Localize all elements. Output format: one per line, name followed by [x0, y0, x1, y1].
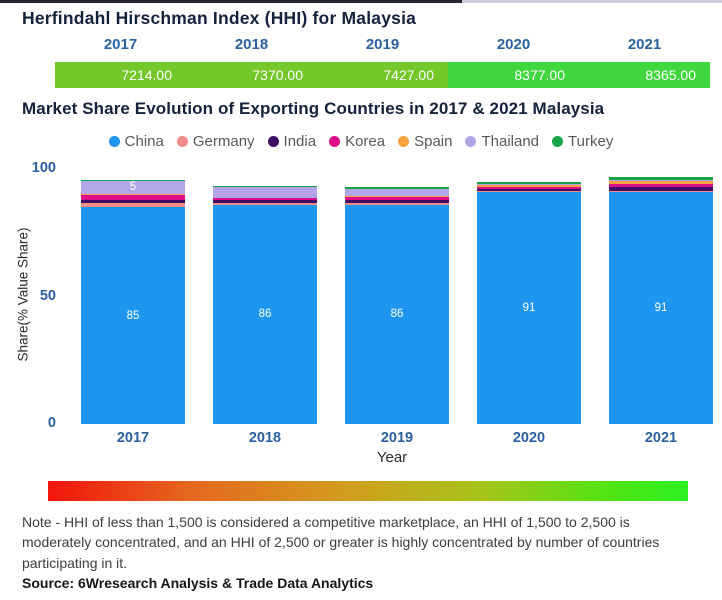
- bar-value-label: 91: [654, 301, 668, 314]
- legend-label: Germany: [192, 133, 255, 150]
- bar-value-label: 5: [129, 181, 137, 194]
- y-tick-label: 100: [31, 160, 56, 176]
- stacked-bar-2020[interactable]: 91: [477, 181, 581, 424]
- bar-segment-korea[interactable]: [81, 194, 185, 200]
- bar-segment-china[interactable]: 85: [81, 207, 185, 424]
- hhi-year-label: 2021: [627, 36, 662, 53]
- legend-item-korea[interactable]: Korea: [329, 133, 385, 150]
- y-tick-label: 50: [39, 287, 56, 304]
- legend-label: Korea: [345, 133, 386, 150]
- hhi-value-cell: 7370.00: [186, 62, 317, 88]
- source-text: Source: 6Wresearch Analysis & Trade Data…: [22, 575, 374, 591]
- bar-segment-germany[interactable]: [477, 191, 581, 192]
- bar-segment-thailand[interactable]: [477, 183, 581, 185]
- x-axis-title: Year: [376, 449, 408, 466]
- hhi-value-cell: 7427.00: [317, 62, 448, 88]
- legend-dot: [267, 136, 279, 147]
- market-share-title: Market Share Evolution of Exporting Coun…: [22, 99, 605, 118]
- bar-value-label: 85: [126, 309, 140, 322]
- bar-segment-spain[interactable]: [345, 195, 449, 198]
- stacked-bar-2017[interactable]: 85 5: [81, 180, 185, 424]
- bar-segment-turkey[interactable]: [81, 180, 185, 182]
- hhi-year-label: 2018: [234, 36, 269, 53]
- bar-segment-spain[interactable]: [213, 197, 317, 199]
- hhi-value-cell: 8377.00: [448, 62, 579, 88]
- bar-value-label: 91: [522, 301, 536, 314]
- legend-item-germany[interactable]: Germany: [176, 133, 255, 150]
- bar-segment-thailand[interactable]: [609, 179, 713, 181]
- bar-value-label: 86: [258, 308, 272, 321]
- legend-item-spain[interactable]: Spain: [398, 133, 452, 150]
- bar-segment-germany[interactable]: [81, 203, 185, 208]
- note-text: Note - HHI of less than 1,500 is conside…: [22, 514, 660, 571]
- stacked-bar-2018[interactable]: 86: [213, 186, 317, 424]
- x-tick-label: 2017: [116, 430, 150, 446]
- legend-item-china[interactable]: China: [108, 133, 164, 150]
- legend-dot: [108, 136, 120, 147]
- hhi-year-label: 2017: [103, 36, 138, 53]
- stacked-bar-2019[interactable]: 86: [345, 186, 449, 424]
- bar-segment-thailand[interactable]: [345, 189, 449, 196]
- bar-segment-india[interactable]: [213, 199, 317, 204]
- hhi-year-label: 2020: [496, 36, 531, 53]
- bar-segment-thailand[interactable]: 5: [81, 181, 185, 194]
- legend-label: Thailand: [481, 133, 540, 150]
- y-tick-label: 0: [47, 415, 56, 431]
- bar-segment-india[interactable]: [609, 186, 713, 191]
- bar-segment-thailand[interactable]: [213, 187, 317, 198]
- bar-segment-turkey[interactable]: [477, 181, 581, 184]
- bar-segment-spain[interactable]: [609, 180, 713, 185]
- legend-label: India: [283, 133, 317, 150]
- legend-dot: [552, 136, 564, 147]
- legend-dot: [465, 136, 477, 147]
- legend-item-turkey[interactable]: Turkey: [552, 133, 613, 150]
- top-border-dark: [0, 0, 462, 3]
- top-border-light: [462, 0, 722, 3]
- bar-segment-turkey[interactable]: [609, 177, 713, 180]
- hhi-years-row: 2017 2018 2019 2020 2021: [55, 36, 710, 53]
- bar-segment-china[interactable]: 91: [477, 191, 581, 424]
- x-tick-label: 2018: [248, 430, 282, 446]
- hhi-value-bar: 7214.00 7370.00 7427.00 8377.00 8365.00: [55, 62, 710, 88]
- bar-segment-germany[interactable]: [609, 190, 713, 192]
- bar-segment-china[interactable]: 91: [609, 191, 713, 424]
- bar-segment-korea[interactable]: [213, 198, 317, 200]
- bar-segment-india[interactable]: [345, 199, 449, 204]
- hhi-value-cell: 8365.00: [579, 62, 710, 88]
- legend-dot: [176, 136, 188, 147]
- bar-segment-china[interactable]: 86: [213, 204, 317, 424]
- bar-segment-korea[interactable]: [609, 184, 713, 187]
- stacked-bar-2021[interactable]: 91: [609, 177, 713, 424]
- legend-label: Turkey: [568, 133, 614, 150]
- legend-item-thailand[interactable]: Thailand: [465, 133, 539, 150]
- x-tick-label: 2019: [380, 430, 414, 446]
- legend-item-india[interactable]: India: [267, 133, 317, 150]
- x-tick-label: 2020: [512, 430, 546, 446]
- bar-segment-spain[interactable]: [81, 193, 185, 195]
- bar-segment-korea[interactable]: [345, 197, 449, 200]
- bar-segment-india[interactable]: [81, 199, 185, 204]
- hhi-gradient-scale: [48, 481, 688, 501]
- bar-segment-spain[interactable]: [477, 184, 581, 187]
- legend-label: China: [124, 133, 164, 150]
- bar-segment-india[interactable]: [477, 188, 581, 192]
- bar-segment-germany[interactable]: [345, 203, 449, 205]
- legend-dot: [329, 136, 341, 147]
- hhi-value-cell: 7214.00: [55, 62, 186, 88]
- bar-segment-germany[interactable]: [213, 203, 317, 205]
- bar-segment-korea[interactable]: [477, 186, 581, 189]
- bar-segment-turkey[interactable]: [345, 186, 449, 190]
- legend-label: Spain: [414, 133, 453, 150]
- hhi-title: Herfindahl Hirschman Index (HHI) for Mal…: [22, 8, 417, 28]
- bar-value-label: 86: [390, 308, 404, 321]
- bar-segment-turkey[interactable]: [213, 186, 317, 188]
- bar-segment-china[interactable]: 86: [345, 204, 449, 424]
- chart-legend: China Germany India Korea Spain Thailand Turke…: [0, 133, 722, 150]
- legend-dot: [398, 136, 410, 147]
- x-tick-label: 2021: [644, 430, 678, 446]
- hhi-year-label: 2019: [365, 36, 400, 53]
